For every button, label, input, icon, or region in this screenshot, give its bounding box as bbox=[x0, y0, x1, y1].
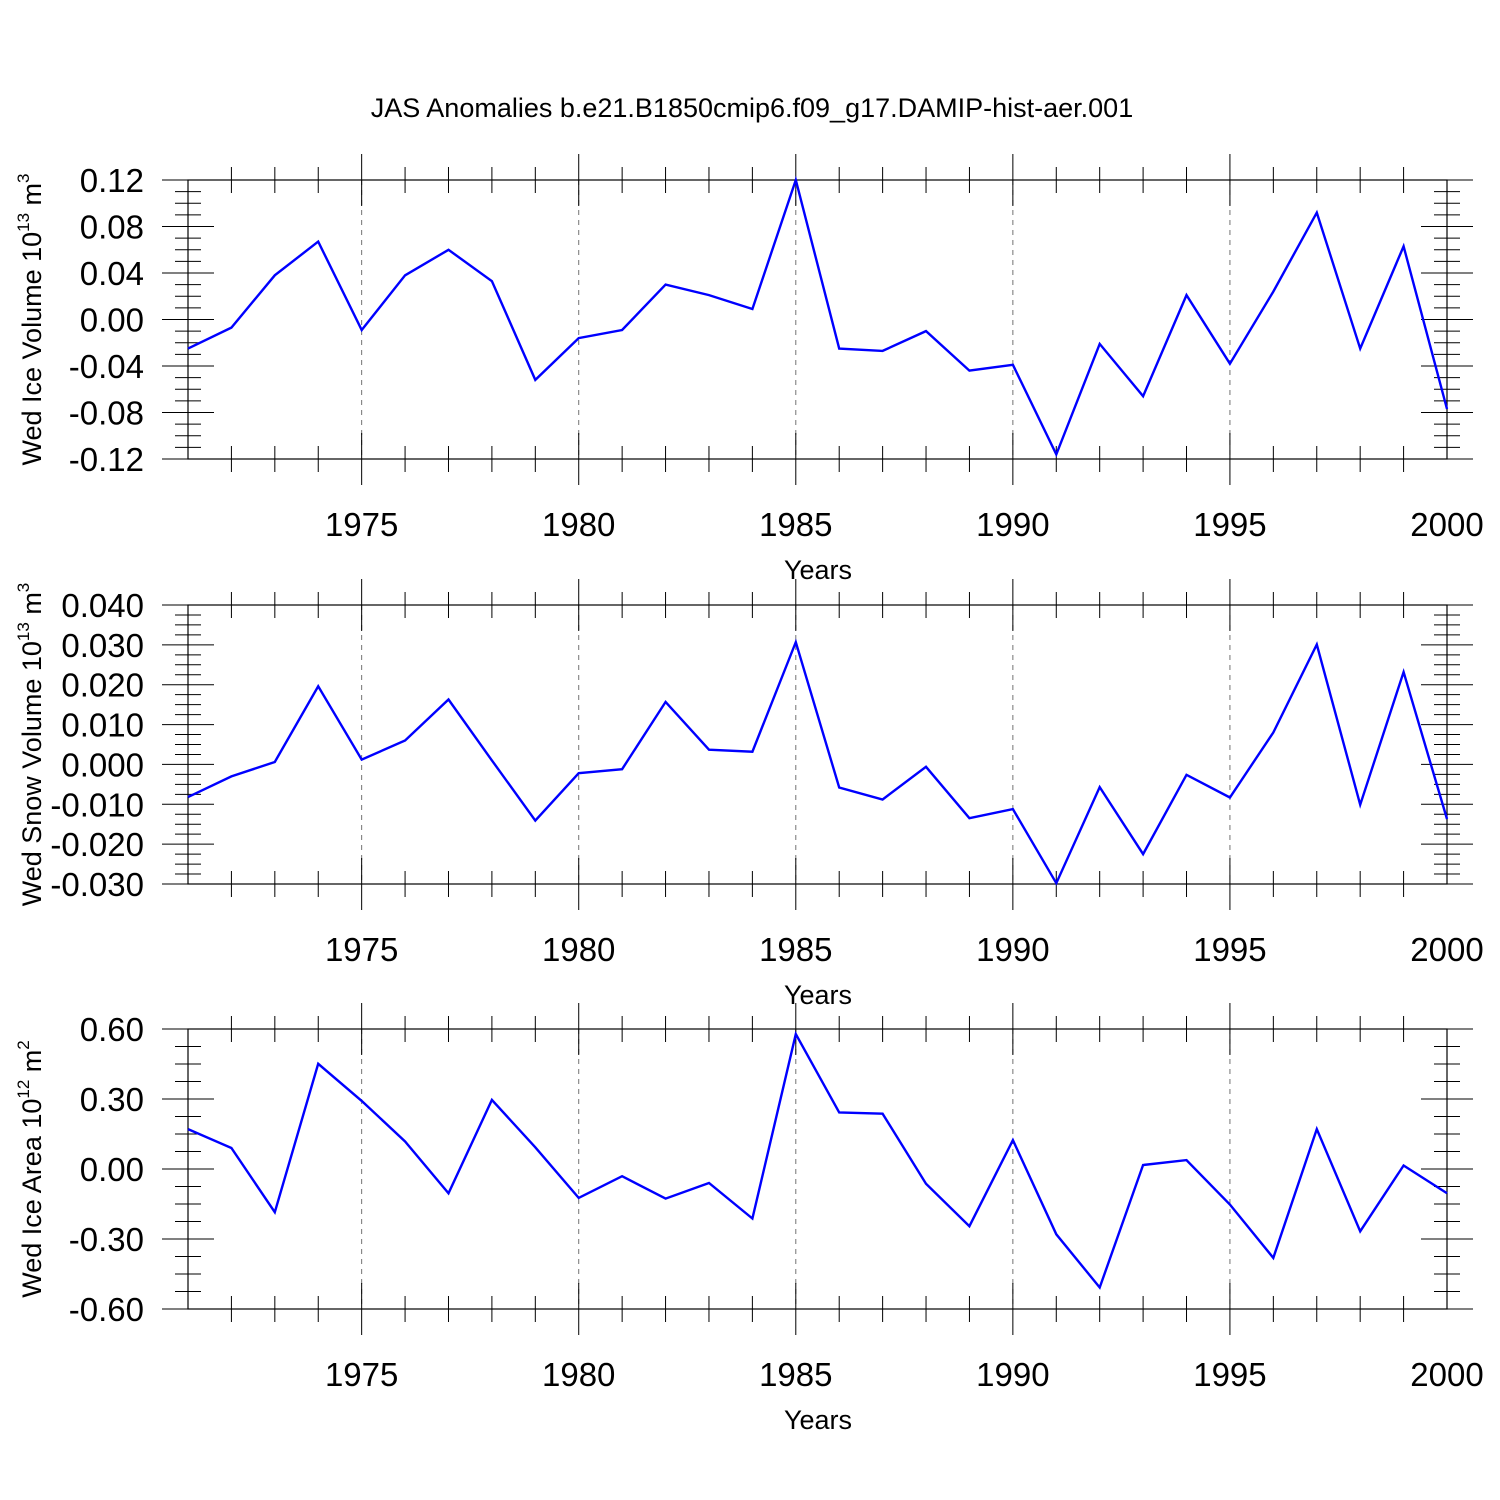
y-axis-label-unit-exponent: 3 bbox=[14, 583, 33, 592]
y-axis-label-unit: m bbox=[17, 592, 47, 622]
y-axis-label-unit: m bbox=[17, 1050, 47, 1080]
y-tick-label: -0.60 bbox=[69, 1291, 144, 1328]
y-axis-label-text: Wed Ice Volume 10 bbox=[17, 232, 47, 466]
x-tick-label: 1985 bbox=[759, 1356, 832, 1393]
y-axis-label-unit-exponent: 2 bbox=[14, 1040, 33, 1049]
x-tick-label: 1975 bbox=[325, 1356, 398, 1393]
y-tick-label: 0.010 bbox=[61, 707, 144, 744]
x-tick-label: 1980 bbox=[542, 931, 615, 968]
y-tick-label: -0.08 bbox=[69, 395, 144, 432]
y-axis-label-unit-exponent: 3 bbox=[14, 173, 33, 182]
series-line bbox=[187, 638, 1449, 886]
y-axis-label: Wed Ice Area 1012 m2 bbox=[14, 1040, 47, 1298]
x-tick-label: 1980 bbox=[542, 506, 615, 543]
x-tick-label: 1995 bbox=[1193, 506, 1266, 543]
y-tick-label: 0.000 bbox=[61, 746, 144, 783]
y-tick-label: -0.010 bbox=[50, 786, 144, 823]
x-tick-label: 2000 bbox=[1410, 931, 1483, 968]
y-tick-label: 0.60 bbox=[80, 1011, 144, 1048]
y-tick-label: 0.04 bbox=[80, 255, 144, 292]
y-tick-label: -0.020 bbox=[50, 826, 144, 863]
x-tick-label: 1990 bbox=[976, 1356, 1049, 1393]
y-axis-label: Wed Snow Volume 1013 m3 bbox=[14, 583, 47, 907]
x-tick-label: 1985 bbox=[759, 506, 832, 543]
x-tick-label: 1975 bbox=[325, 931, 398, 968]
series-line bbox=[187, 175, 1449, 458]
y-tick-label: 0.020 bbox=[61, 667, 144, 704]
y-axis-label-text: Wed Snow Volume 10 bbox=[17, 641, 47, 906]
y-tick-label: -0.30 bbox=[69, 1221, 144, 1258]
y-tick-label: 0.12 bbox=[80, 162, 144, 199]
x-tick-label: 1990 bbox=[976, 506, 1049, 543]
x-axis-label: Years bbox=[784, 1405, 852, 1435]
plot-frame bbox=[187, 179, 1448, 460]
panel-1: -0.12 -0.08 -0.04 0.00 0.04 0.08 0.12 1975 1980 1… bbox=[14, 154, 1484, 585]
y-axis-label-exponent: 13 bbox=[14, 213, 33, 232]
x-tick-label: 1980 bbox=[542, 1356, 615, 1393]
x-axis-label: Years bbox=[784, 555, 852, 585]
y-axis-label: Wed Ice Volume 1013 m3 bbox=[14, 173, 47, 465]
x-tick-label: 1985 bbox=[759, 931, 832, 968]
plot-frame bbox=[187, 604, 1448, 885]
y-tick-label: 0.00 bbox=[80, 1151, 144, 1188]
series-line bbox=[187, 1030, 1448, 1290]
y-axis-label-unit: m bbox=[17, 183, 47, 213]
y-tick-label: 0.040 bbox=[61, 587, 144, 624]
x-tick-label: 1990 bbox=[976, 931, 1049, 968]
x-axis-label: Years bbox=[784, 980, 852, 1010]
y-axis-label-exponent: 12 bbox=[14, 1080, 33, 1099]
y-axis-label-exponent: 13 bbox=[14, 622, 33, 641]
y-tick-label: 0.30 bbox=[80, 1081, 144, 1118]
y-axis-label-text: Wed Ice Area 10 bbox=[17, 1099, 47, 1298]
y-tick-label: 0.00 bbox=[80, 302, 144, 339]
y-tick-label: -0.030 bbox=[50, 866, 144, 903]
x-tick-label: 2000 bbox=[1410, 506, 1483, 543]
x-tick-label: 2000 bbox=[1410, 1356, 1483, 1393]
y-tick-label: -0.12 bbox=[69, 441, 144, 478]
x-tick-label: 1975 bbox=[325, 506, 398, 543]
x-tick-label: 1995 bbox=[1193, 1356, 1266, 1393]
y-tick-label: 0.030 bbox=[61, 627, 144, 664]
y-tick-label: 0.08 bbox=[80, 209, 144, 246]
x-tick-label: 1995 bbox=[1193, 931, 1266, 968]
y-tick-label: -0.04 bbox=[69, 348, 144, 385]
panel-3: -0.60 -0.30 0.00 0.30 0.60 1975 1980 1985 1990 19… bbox=[14, 1003, 1484, 1435]
chart-title: JAS Anomalies b.e21.B1850cmip6.f09_g17.D… bbox=[371, 93, 1133, 123]
panel-2: -0.030-0.020-0.0100.0000.0100.0200.0300.… bbox=[14, 579, 1484, 1010]
